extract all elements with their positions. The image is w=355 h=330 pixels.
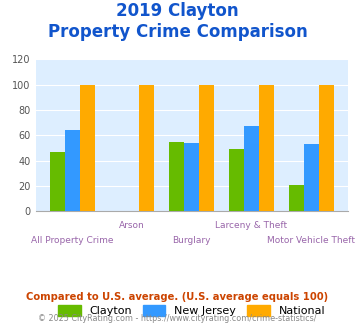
Text: Motor Vehicle Theft: Motor Vehicle Theft [267,236,355,245]
Bar [319,85,334,211]
Bar [65,130,80,211]
Bar [289,185,304,211]
Bar [169,142,184,211]
Text: 2019 Clayton: 2019 Clayton [116,2,239,20]
Bar [304,144,319,211]
Text: Compared to U.S. average. (U.S. average equals 100): Compared to U.S. average. (U.S. average … [26,292,329,302]
Text: All Property Crime: All Property Crime [31,236,113,245]
Text: Property Crime Comparison: Property Crime Comparison [48,23,307,41]
Bar [80,85,94,211]
Text: Larceny & Theft: Larceny & Theft [215,221,288,230]
Text: Arson: Arson [119,221,145,230]
Bar [229,149,244,211]
Bar [184,143,199,211]
Bar [140,85,154,211]
Text: © 2025 CityRating.com - https://www.cityrating.com/crime-statistics/: © 2025 CityRating.com - https://www.city… [38,314,317,323]
Text: Burglary: Burglary [173,236,211,245]
Bar [199,85,214,211]
Legend: Clayton, New Jersey, National: Clayton, New Jersey, National [54,300,329,320]
Bar [244,126,259,211]
Bar [50,152,65,211]
Bar [259,85,274,211]
